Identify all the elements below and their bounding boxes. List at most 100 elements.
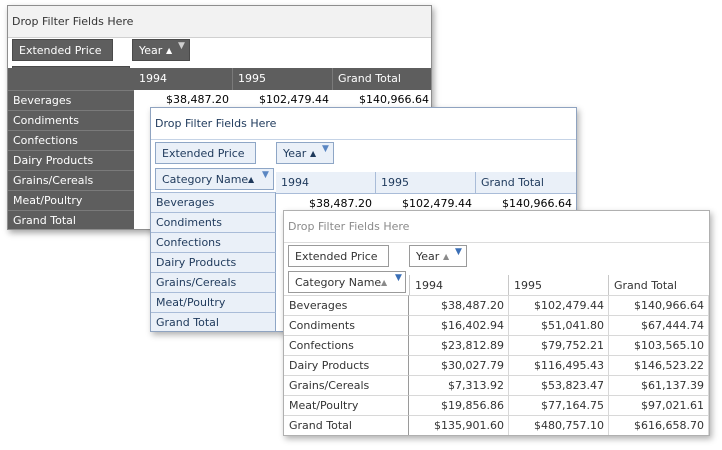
row-label: Beverages [156, 196, 215, 209]
row-header[interactable]: Meat/Poultry [8, 190, 134, 210]
row-label: Grains/Cereals [289, 379, 370, 392]
data-cell[interactable]: $61,137.39 [609, 375, 709, 395]
row-header[interactable]: Grains/Cereals [8, 170, 134, 190]
row-label: Meat/Poultry [13, 194, 83, 207]
data-field-button[interactable]: Extended Price [155, 142, 256, 164]
row-header[interactable]: Condiments [8, 110, 134, 130]
row-header[interactable]: Confections [151, 232, 276, 252]
data-cell[interactable]: $616,658.70 [609, 415, 709, 435]
pivot-grid-light: Drop Filter Fields Here Extended Price Y… [283, 210, 710, 436]
row-header[interactable]: Beverages [284, 295, 409, 315]
row-header[interactable]: Confections [284, 335, 409, 355]
column-header-grand-total[interactable]: Grand Total [609, 275, 709, 297]
filter-icon[interactable]: ▼ [395, 273, 402, 283]
filter-drop-area[interactable]: Drop Filter Fields Here [151, 108, 576, 140]
row-header[interactable]: Grains/Cereals [284, 375, 409, 395]
filter-icon[interactable]: ▼ [322, 144, 329, 154]
category-field-button[interactable]: Category Name ▲ ▼ [155, 168, 274, 190]
sort-ascending-icon[interactable]: ▲ [443, 252, 450, 261]
column-header-grand-total[interactable]: Grand Total [476, 172, 576, 194]
column-header-1994[interactable]: 1994 [276, 172, 376, 194]
data-cell[interactable]: $23,812.89 [409, 335, 509, 355]
row-header[interactable]: Dairy Products [151, 252, 276, 272]
column-header-label: 1995 [381, 176, 409, 189]
data-cell[interactable]: $7,313.92 [409, 375, 509, 395]
row-header[interactable]: Beverages [151, 192, 276, 212]
row-label: Grand Total [289, 419, 352, 432]
sort-ascending-icon[interactable]: ▲ [310, 149, 317, 158]
data-field-button[interactable]: Extended Price [288, 245, 389, 267]
sort-ascending-icon[interactable]: ▲ [166, 46, 173, 55]
data-cell[interactable]: $77,164.75 [509, 395, 609, 415]
row-label: Grains/Cereals [156, 276, 237, 289]
row-header[interactable]: Dairy Products [8, 150, 134, 170]
column-header-label: 1994 [415, 279, 443, 292]
row-header-grand-total[interactable]: Grand Total [8, 210, 134, 229]
row-label: Meat/Poultry [156, 296, 226, 309]
data-cell[interactable]: $51,041.80 [509, 315, 609, 335]
filter-icon[interactable]: ▼ [455, 247, 462, 257]
data-cell[interactable]: $30,027.79 [409, 355, 509, 375]
column-header-1995[interactable]: 1995 [233, 68, 333, 90]
row-label: Grand Total [13, 214, 76, 227]
data-cell[interactable]: $67,444.74 [609, 315, 709, 335]
data-cell[interactable]: $19,856.86 [409, 395, 509, 415]
data-cell[interactable]: $102,479.44 [509, 295, 609, 315]
row-header[interactable]: Condiments [284, 315, 409, 335]
category-field-button[interactable]: Category Name ▲ ▼ [288, 271, 406, 293]
data-cell[interactable]: $480,757.10 [509, 415, 609, 435]
data-cell[interactable]: $103,565.10 [609, 335, 709, 355]
filter-icon[interactable]: ▼ [262, 170, 269, 180]
row-header[interactable]: Dairy Products [284, 355, 409, 375]
year-field-button[interactable]: Year ▲ ▼ [276, 142, 334, 164]
column-header-1995[interactable]: 1995 [509, 275, 609, 297]
column-header-label: 1994 [281, 176, 309, 189]
row-header[interactable]: Grains/Cereals [151, 272, 276, 292]
data-cell[interactable]: $140,966.64 [476, 194, 576, 214]
row-label: Dairy Products [156, 256, 237, 269]
data-cell[interactable]: $38,487.20 [409, 295, 509, 315]
filter-drop-area[interactable]: Drop Filter Fields Here [284, 211, 709, 243]
data-cell[interactable]: $97,021.61 [609, 395, 709, 415]
data-cell[interactable]: $140,966.64 [333, 90, 431, 110]
column-header-1994[interactable]: 1994 [134, 68, 233, 90]
data-cell[interactable]: $146,523.22 [609, 355, 709, 375]
filter-icon[interactable]: ▼ [178, 41, 185, 51]
year-field-button[interactable]: Year ▲ ▼ [132, 39, 190, 61]
data-cell[interactable]: $53,823.47 [509, 375, 609, 395]
row-label: Confections [156, 236, 221, 249]
data-field-label: Extended Price [295, 250, 378, 263]
sort-ascending-icon[interactable]: ▲ [381, 278, 388, 287]
data-cell[interactable]: $140,966.64 [609, 295, 709, 315]
data-cell[interactable]: $16,402.94 [409, 315, 509, 335]
data-cell[interactable]: $135,901.60 [409, 415, 509, 435]
data-cell[interactable]: $38,487.20 [276, 194, 376, 214]
data-field-button[interactable]: Extended Price [12, 39, 113, 61]
sort-ascending-icon[interactable]: ▲ [248, 175, 255, 184]
column-header-label: Grand Total [481, 176, 544, 189]
row-header[interactable]: Beverages [8, 90, 134, 110]
filter-drop-area[interactable]: Drop Filter Fields Here [8, 6, 431, 38]
year-field-button[interactable]: Year ▲ ▼ [409, 245, 467, 267]
data-cell[interactable]: $79,752.21 [509, 335, 609, 355]
row-header-grand-total[interactable]: Grand Total [284, 415, 409, 435]
row-header[interactable]: Confections [8, 130, 134, 150]
data-cell[interactable]: $102,479.44 [376, 194, 476, 214]
data-cell[interactable]: $102,479.44 [233, 90, 333, 110]
row-header[interactable]: Meat/Poultry [151, 292, 276, 312]
row-header-grand-total[interactable]: Grand Total [151, 312, 276, 331]
filter-drop-label: Drop Filter Fields Here [288, 220, 410, 233]
row-label: Dairy Products [13, 154, 94, 167]
column-header-1995[interactable]: 1995 [376, 172, 476, 194]
row-header[interactable]: Condiments [151, 212, 276, 232]
filter-drop-label: Drop Filter Fields Here [12, 15, 134, 28]
column-header-1994[interactable]: 1994 [409, 275, 509, 297]
data-cell[interactable]: $38,487.20 [134, 90, 233, 110]
year-field-label: Year [283, 147, 307, 160]
row-header[interactable]: Meat/Poultry [284, 395, 409, 415]
row-label: Condiments [289, 319, 355, 332]
row-label: Confections [13, 134, 78, 147]
row-label: Condiments [13, 114, 79, 127]
data-cell[interactable]: $116,495.43 [509, 355, 609, 375]
column-header-grand-total[interactable]: Grand Total [333, 68, 431, 90]
